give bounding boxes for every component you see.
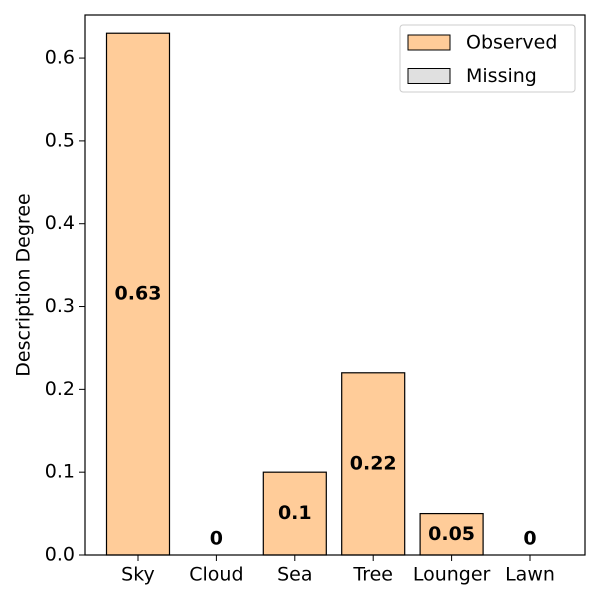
y-tick-label: 0.6 bbox=[45, 47, 75, 69]
x-tick-label: Sky bbox=[121, 564, 155, 586]
value-label: 0.22 bbox=[350, 452, 397, 474]
x-tick-label: Cloud bbox=[189, 564, 243, 586]
legend-label: Missing bbox=[466, 65, 537, 87]
y-tick-label: 0.0 bbox=[45, 544, 75, 566]
bar bbox=[341, 372, 406, 556]
x-tick-label: Sea bbox=[277, 564, 312, 586]
x-tick-label: Tree bbox=[352, 564, 393, 586]
y-tick-label: 0.1 bbox=[45, 461, 75, 483]
x-tick-label: Lawn bbox=[505, 564, 555, 586]
legend-label: Observed bbox=[466, 32, 557, 54]
legend-swatch bbox=[407, 34, 451, 51]
plot-frame bbox=[84, 14, 586, 556]
x-tick-label: Lounger bbox=[413, 564, 491, 586]
value-label: 0.63 bbox=[115, 283, 162, 305]
y-axis-label: Description Degree bbox=[13, 193, 35, 376]
value-label: 0.05 bbox=[428, 523, 475, 545]
y-tick-label: 0.3 bbox=[45, 295, 75, 317]
y-tick-label: 0.5 bbox=[45, 129, 75, 151]
value-label: 0.1 bbox=[278, 502, 312, 524]
value-label: 0 bbox=[523, 528, 536, 550]
y-tick-label: 0.4 bbox=[45, 212, 75, 234]
y-tick-label: 0.2 bbox=[45, 378, 75, 400]
bar bbox=[105, 32, 171, 556]
legend-swatch bbox=[407, 68, 451, 84]
value-label: 0 bbox=[210, 528, 223, 550]
